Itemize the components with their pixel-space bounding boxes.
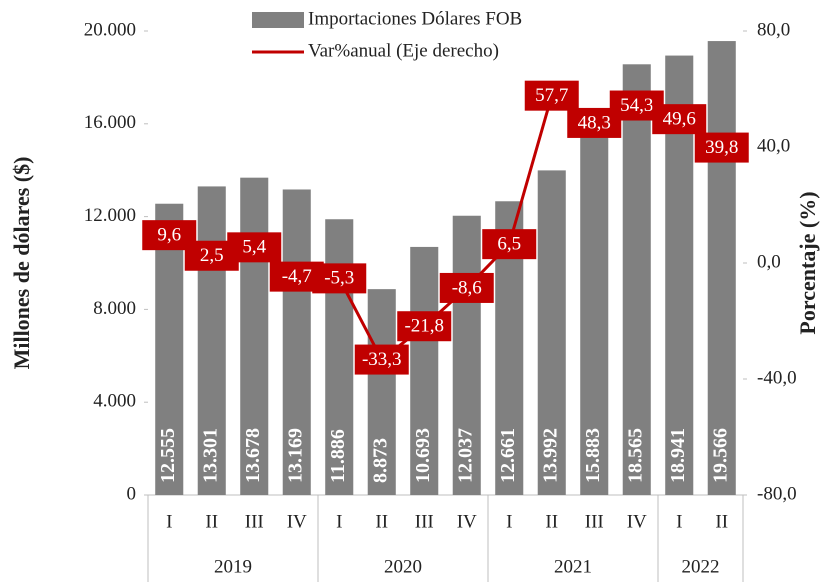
line-value-label: 57,7 (535, 85, 568, 106)
line-value-label: -33,3 (362, 349, 402, 370)
line-value-label: 6,5 (497, 234, 521, 255)
bar-value-label: 12.661 (497, 428, 519, 483)
bar-value-label: 8.873 (369, 438, 391, 483)
bar-value-label: 10.693 (412, 428, 434, 483)
line-value-label: 39,8 (705, 137, 738, 158)
x-tick-label: II (545, 511, 558, 532)
x-group-label: 2019 (214, 556, 252, 577)
x-group-label: 2021 (554, 556, 592, 577)
bar-value-label: 13.678 (242, 428, 264, 483)
bar-value-label: 12.555 (157, 428, 179, 483)
line-value-label: 49,6 (663, 109, 696, 130)
y2-tick-label: -40,0 (757, 367, 797, 388)
x-tick-label: IV (457, 511, 477, 532)
y-tick-label: 8.000 (93, 298, 136, 319)
x-tick-label: II (375, 511, 388, 532)
x-tick-label: I (506, 511, 512, 532)
x-tick-label: I (676, 511, 682, 532)
y2-tick-label: 40,0 (757, 135, 790, 156)
legend-label: Importaciones Dólares FOB (308, 8, 522, 29)
line-value-label: -21,8 (404, 316, 444, 337)
bar-value-label: 11.886 (327, 429, 349, 483)
line-value-label: -4,7 (282, 266, 312, 287)
y2-tick-label: 80,0 (757, 19, 790, 40)
y2-tick-label: -80,0 (757, 483, 797, 504)
y-tick-label: 20.000 (84, 19, 136, 40)
legend-label: Var%anual (Eje derecho) (308, 40, 499, 61)
y2-axis-title: Porcentaje (%) (795, 191, 820, 334)
bar-value-label: 13.301 (199, 428, 221, 483)
y-tick-label: 0 (127, 483, 137, 504)
bar-value-label: 13.169 (284, 428, 306, 483)
bar-value-label: 19.566 (709, 428, 731, 483)
x-tick-label: I (336, 511, 342, 532)
line-value-label: 54,3 (620, 95, 653, 116)
line-value-label: 2,5 (200, 245, 224, 266)
legend-swatch (252, 12, 304, 28)
bar-value-label: 13.992 (539, 428, 561, 483)
x-tick-label: III (585, 511, 604, 532)
x-tick-label: IV (287, 511, 307, 532)
line-value-label: -5,3 (324, 268, 354, 289)
y-tick-label: 4.000 (93, 391, 136, 412)
x-tick-label: III (245, 511, 264, 532)
x-tick-label: II (715, 511, 728, 532)
x-tick-label: IV (627, 511, 647, 532)
chart: Millones de dólares ($) Porcentaje (%) 0… (0, 0, 829, 582)
x-tick-label: III (415, 511, 434, 532)
line-value-label: 5,4 (242, 237, 266, 258)
bar-value-label: 12.037 (454, 428, 476, 483)
line-value-label: -8,6 (452, 277, 482, 298)
x-group-label: 2020 (384, 556, 422, 577)
bar-value-label: 15.883 (582, 428, 604, 483)
x-group-label: 2022 (682, 556, 720, 577)
line-value-label: 48,3 (578, 112, 611, 133)
line-value-label: 9,6 (157, 225, 181, 246)
bar-value-label: 18.565 (624, 428, 646, 483)
x-tick-label: II (205, 511, 218, 532)
x-tick-label: I (166, 511, 172, 532)
y-tick-label: 12.000 (84, 205, 136, 226)
bar (708, 41, 736, 495)
y2-tick-label: 0,0 (757, 251, 781, 272)
y-tick-label: 16.000 (84, 112, 136, 133)
bar-value-label: 18.941 (667, 428, 689, 483)
y-axis-title: Millones de dólares ($) (9, 157, 34, 370)
